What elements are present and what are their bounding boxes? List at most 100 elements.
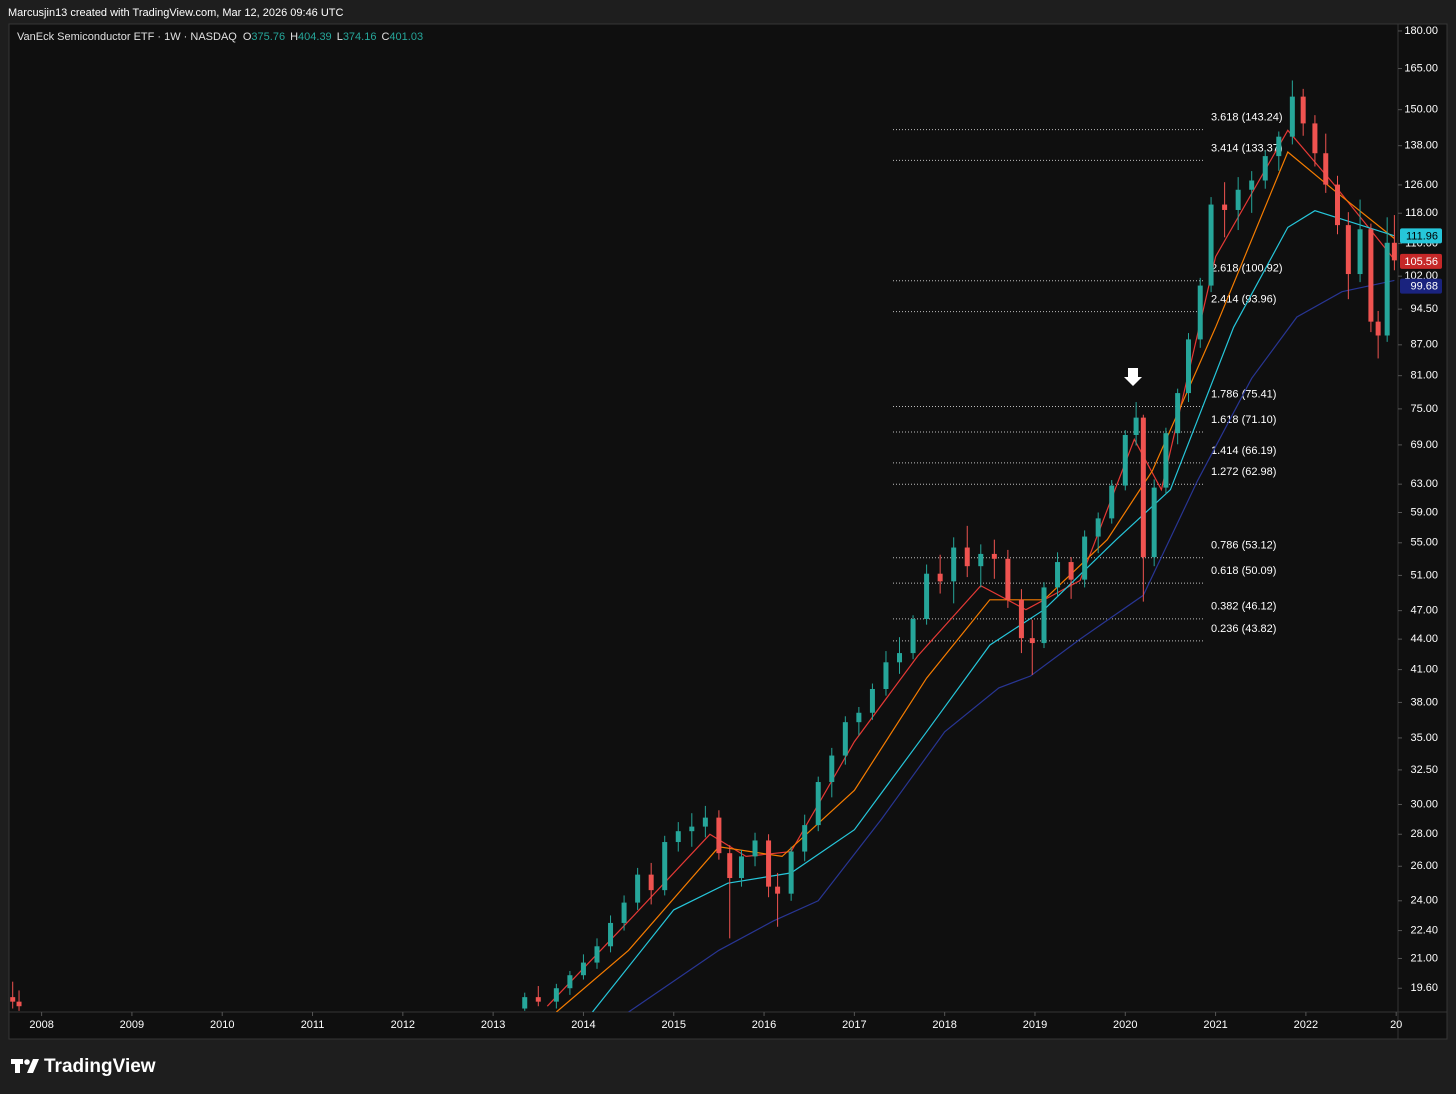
fib-label: 1.618 (71.10) [1211, 414, 1276, 426]
x-tick-label: 2017 [842, 1019, 866, 1031]
y-tick-label: 180.00 [1404, 25, 1438, 37]
candle-body [1357, 229, 1363, 275]
candle-body [648, 874, 654, 891]
candle-body [1262, 156, 1268, 181]
candle-body [553, 988, 559, 1002]
candle-body [1222, 204, 1228, 210]
y-tick-label: 38.00 [1410, 696, 1438, 708]
y-tick-label: 87.00 [1410, 339, 1438, 351]
chart-frame [8, 23, 1448, 1040]
x-tick-label: 2008 [29, 1019, 53, 1031]
candle-body [815, 782, 821, 826]
legend-key: O [242, 31, 252, 43]
candle-body [1391, 242, 1397, 261]
legend-key: C [381, 31, 390, 43]
candle-body [1041, 587, 1047, 644]
candle-body [883, 662, 889, 689]
fib-label: 0.786 (53.12) [1211, 540, 1276, 552]
y-tick-label: 94.50 [1410, 303, 1438, 315]
attribution: Marcusjin13 created with TradingView.com… [8, 7, 344, 19]
legend-value: 404.39 [298, 31, 332, 43]
candle-body [1095, 518, 1101, 537]
candle-body [910, 618, 916, 654]
candle-body [662, 842, 668, 891]
price-tag [1400, 228, 1442, 244]
y-tick-label: 59.00 [1410, 506, 1438, 518]
price-tag-label: 99.68 [1410, 280, 1438, 292]
y-tick-label: 150.00 [1404, 104, 1438, 116]
candle-body [842, 722, 848, 756]
x-tick-label: 2018 [932, 1019, 956, 1031]
candle-body [1334, 184, 1340, 226]
candle-body [16, 1001, 22, 1007]
moving-average [628, 279, 1395, 1012]
price-tag [1400, 253, 1442, 269]
fib-label: 1.414 (66.19) [1211, 445, 1276, 457]
candle-body [1140, 417, 1146, 558]
candle-body [10, 997, 16, 1002]
candle-body [689, 826, 695, 832]
y-tick-label: 51.00 [1410, 569, 1438, 581]
candle-body [1185, 339, 1191, 394]
candle-body [752, 840, 758, 857]
candle-body [1018, 599, 1024, 639]
candle-body [1249, 180, 1255, 190]
legend-value: 375.76 [251, 31, 286, 43]
legend-key: H [290, 31, 299, 43]
logo-stem [15, 1059, 20, 1073]
y-tick-label: 22.40 [1410, 924, 1438, 936]
x-tick-label: 2022 [1294, 1019, 1318, 1031]
candle-body [580, 962, 586, 976]
logo [11, 1059, 39, 1073]
candle-body [1068, 562, 1074, 580]
candle-body [635, 874, 641, 903]
x-tick-label: 2016 [752, 1019, 776, 1031]
x-tick-label: 2012 [391, 1019, 415, 1031]
y-tick-label: 28.00 [1410, 828, 1438, 840]
candle-body [802, 825, 808, 852]
candle-body [978, 553, 984, 567]
y-tick-label: 26.00 [1410, 860, 1438, 872]
y-tick-label: 138.00 [1404, 140, 1438, 152]
arrow-annotation [1124, 368, 1142, 386]
logo-dot [24, 1059, 30, 1065]
y-tick-label: 81.00 [1410, 370, 1438, 382]
y-tick-label: 75.00 [1410, 403, 1438, 415]
candle-body [1289, 96, 1295, 137]
candle-body [567, 975, 573, 989]
y-tick-label: 32.50 [1410, 764, 1438, 776]
candle-body [1300, 96, 1306, 124]
fib-label: 0.618 (50.09) [1211, 565, 1276, 577]
candle-body [1133, 417, 1139, 435]
fib-label: 2.414 (93.96) [1211, 294, 1276, 306]
candle-body [702, 817, 708, 827]
candle-body [1029, 638, 1035, 644]
y-tick-label: 41.00 [1410, 664, 1438, 676]
candle-body [522, 997, 528, 1009]
fib-label: 3.414 (133.37) [1211, 142, 1283, 154]
fib-label: 2.618 (100.92) [1211, 263, 1283, 275]
candle-body [1276, 136, 1282, 157]
y-tick-label: 44.00 [1410, 633, 1438, 645]
candle-body [535, 997, 541, 1002]
y-tick-label: 35.00 [1410, 732, 1438, 744]
fib-label: 1.272 (62.98) [1211, 466, 1276, 478]
candle-body [788, 851, 794, 894]
logo-slash [27, 1059, 39, 1073]
candle-body [1122, 434, 1128, 486]
candle-body [1005, 558, 1011, 600]
candle-body [1055, 562, 1061, 588]
candle-body [1345, 225, 1351, 275]
x-tick-label: 2013 [481, 1019, 505, 1031]
y-tick-label: 126.00 [1404, 179, 1438, 191]
y-tick-label: 19.60 [1410, 982, 1438, 994]
plot-area: 3.618 (143.24) 3.414 (133.37) 2.618 (100.9… [10, 80, 1397, 1012]
x-tick-label: 2015 [662, 1019, 686, 1031]
legend-key: L [336, 31, 343, 43]
x-tick-label: 2011 [301, 1019, 325, 1031]
x-tick-label: 2020 [1113, 1019, 1137, 1031]
candle-body [964, 547, 970, 567]
candle-body [1312, 123, 1318, 154]
